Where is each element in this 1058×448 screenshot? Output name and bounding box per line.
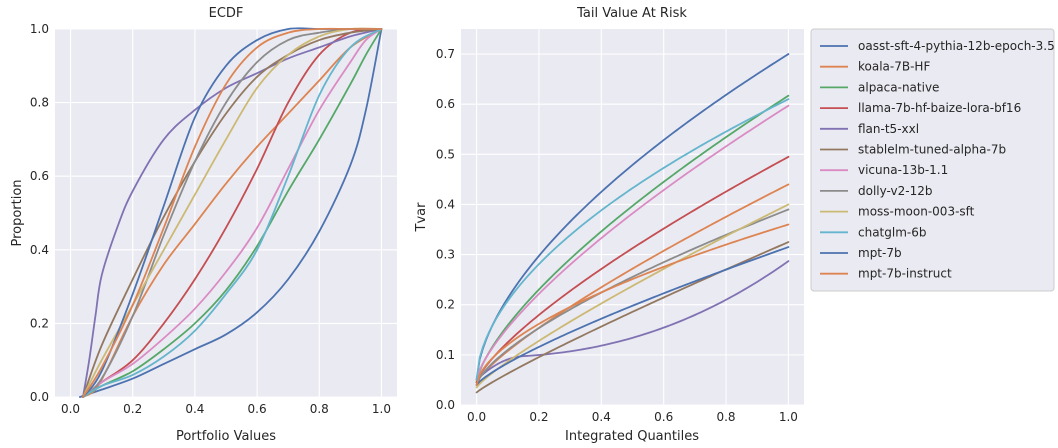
legend-label-chatglm-6b: chatglm-6b: [858, 225, 926, 239]
tvar-y-tick-label: 0.0: [436, 398, 455, 412]
legend-label-moss-moon-003-sft: moss-moon-003-sft: [858, 205, 975, 219]
tvar-y-tick-label: 0.5: [436, 147, 455, 161]
tvar-x-tick-label: 0.4: [592, 410, 611, 424]
ecdf-x-axis-label: Portfolio Values: [176, 429, 276, 444]
tvar-tick-labels: 0.0 0.2 0.4 0.6 0.8 1.0 0.0 0.1 0.2 0.3 0.4 0.5 0.6 0…: [436, 47, 798, 424]
ecdf-line-stablelm-tuned-alpha-7b: [82, 28, 383, 398]
tvar-line-stablelm-tuned-alpha-7b: [475, 241, 790, 394]
ecdf-title: ECDF: [209, 6, 244, 21]
tvar-y-axis-label: Tvar: [414, 202, 429, 233]
ecdf-tick-labels: 0.0 0.2 0.4 0.6 0.8 1.0 0.0 0.2 0.4 0.6 0.8 1.0: [30, 22, 391, 416]
ecdf-y-tick-label: 0.4: [30, 243, 49, 257]
ecdf-x-tick-label: 0.2: [123, 402, 142, 416]
tvar-line-mpt-7b: [475, 246, 790, 386]
legend-label-oasst-sft-4-pythia-12b-epoch-3-5: oasst-sft-4-pythia-12b-epoch-3.5: [858, 39, 1055, 53]
ecdf-line-mpt-7b-instruct: [82, 27, 383, 398]
legend: oasst-sft-4-pythia-12b-epoch-3.5 koala-7B…: [810, 28, 1055, 292]
tvar-line-flan-t5-xxl: [475, 260, 790, 381]
tvar-line-alpaca-native: [475, 94, 790, 384]
ecdf-line-alpaca-native: [82, 28, 383, 398]
ecdf-line-moss-moon-003-sft: [82, 27, 383, 398]
legend-label-flan-t5-xxl: flan-t5-xxl: [858, 122, 919, 136]
ecdf-y-tick-label: 1.0: [30, 22, 49, 36]
tvar-y-tick-label: 0.1: [436, 348, 455, 362]
tvar-line-chatglm-6b: [475, 98, 790, 381]
legend-label-vicuna-13b-1-1: vicuna-13b-1.1: [858, 163, 948, 177]
tvar-title: Tail Value At Risk: [576, 6, 687, 21]
tvar-x-axis-label: Integrated Quantiles: [565, 429, 699, 444]
tvar-y-tick-label: 0.7: [436, 47, 455, 61]
ecdf-plot-area: [55, 29, 397, 397]
tvar-x-tick-label: 0.8: [716, 410, 735, 424]
tvar-y-tick-label: 0.6: [436, 97, 455, 111]
tvar-line-oasst-sft-4-pythia-12b-epoch-3-5: [475, 53, 790, 381]
ecdf-y-tick-label: 0.0: [30, 390, 49, 404]
ecdf-y-tick-label: 0.2: [30, 316, 49, 330]
legend-label-mpt-7b: mpt-7b: [858, 246, 902, 260]
tvar-x-tick-label: 0.0: [467, 410, 486, 424]
tvar-plot-area: [461, 29, 804, 405]
legend-box: [810, 28, 1055, 292]
legend-label-llama-7b-hf-baize-lora-bf16: llama-7b-hf-baize-lora-bf16: [858, 101, 1021, 115]
tvar-x-tick-label: 1.0: [779, 410, 798, 424]
tvar-lines: [475, 53, 790, 394]
ecdf-x-tick-label: 0.0: [61, 402, 80, 416]
tvar-line-moss-moon-003-sft: [475, 203, 790, 389]
tvar-x-tick-label: 0.2: [529, 410, 548, 424]
ecdf-lines: [78, 27, 383, 398]
ecdf-x-tick-label: 0.4: [185, 402, 204, 416]
legend-label-koala-7b-hf: koala-7B-HF: [858, 60, 930, 74]
ecdf-line-flan-t5-xxl: [82, 28, 383, 398]
legend-label-alpaca-native: alpaca-native: [858, 80, 939, 94]
legend-items: oasst-sft-4-pythia-12b-epoch-3.5 koala-7B…: [820, 39, 1055, 281]
tvar-x-tick-label: 0.6: [654, 410, 673, 424]
ecdf-line-vicuna-13b-1-1: [82, 28, 383, 398]
tvar-line-mpt-7b-instruct: [475, 223, 790, 386]
tvar-line-vicuna-13b-1-1: [475, 104, 790, 381]
ecdf-x-tick-label: 0.8: [310, 402, 329, 416]
tvar-panel: 0.0 0.2 0.4 0.6 0.8 1.0 0.0 0.1 0.2 0.3 0.4 0.5 0.6 0…: [414, 6, 804, 444]
ecdf-x-tick-label: 1.0: [372, 402, 391, 416]
ecdf-line-dolly-v2-12b: [82, 27, 383, 398]
tvar-y-tick-label: 0.3: [436, 248, 455, 262]
tvar-y-tick-label: 0.2: [436, 298, 455, 312]
tvar-y-tick-label: 0.4: [436, 197, 455, 211]
tvar-line-llama-7b-hf-baize-lora-bf16: [475, 155, 790, 384]
ecdf-y-tick-label: 0.6: [30, 169, 49, 183]
tvar-grid: [461, 29, 804, 406]
ecdf-line-oasst-sft-4-pythia-12b-epoch-3-5: [78, 28, 383, 398]
ecdf-line-llama-7b-hf-baize-lora-bf16: [82, 28, 383, 398]
ecdf-line-chatglm-6b: [82, 28, 383, 398]
ecdf-y-tick-label: 0.8: [30, 96, 49, 110]
legend-label-stablelm-tuned-alpha-7b: stablelm-tuned-alpha-7b: [858, 143, 1006, 157]
ecdf-x-tick-label: 0.6: [248, 402, 267, 416]
legend-label-mpt-7b-instruct: mpt-7b-instruct: [858, 267, 952, 281]
ecdf-y-axis-label: Proportion: [10, 179, 25, 246]
ecdf-panel: 0.0 0.2 0.4 0.6 0.8 1.0 0.0 0.2 0.4 0.6 0.8 1.0 ECD…: [10, 6, 397, 444]
legend-label-dolly-v2-12b: dolly-v2-12b: [858, 184, 932, 198]
